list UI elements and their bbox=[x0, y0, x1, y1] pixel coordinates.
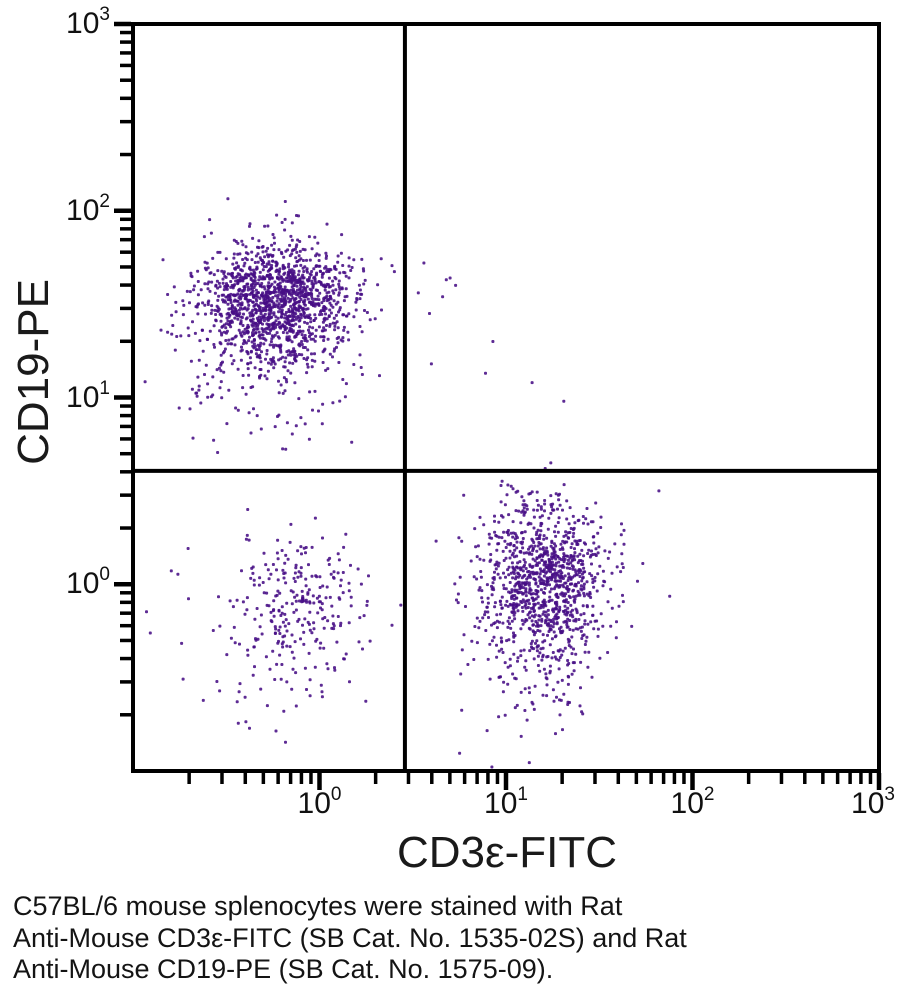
plot-frame bbox=[131, 22, 881, 773]
figure-caption: C57BL/6 mouse splenocytes were stained w… bbox=[13, 891, 687, 986]
caption-line: Anti-Mouse CD19-PE (SB Cat. No. 1575-09)… bbox=[13, 954, 554, 984]
caption-line: C57BL/6 mouse splenocytes were stained w… bbox=[13, 891, 623, 921]
x-tick-label: 100 bbox=[297, 784, 342, 820]
caption-line: Anti-Mouse CD3ε-FITC (SB Cat. No. 1535-0… bbox=[13, 922, 687, 953]
y-axis-title: CD19-PE bbox=[9, 279, 58, 465]
axis-ticks bbox=[114, 21, 882, 790]
y-tick-label: 101 bbox=[66, 377, 110, 414]
y-tick-label: 103 bbox=[66, 4, 110, 40]
y-tick-label: 102 bbox=[66, 190, 110, 227]
x-tick-label: 102 bbox=[670, 784, 715, 820]
quadrant-gates bbox=[131, 22, 881, 773]
x-tick-label: 101 bbox=[484, 784, 528, 820]
scatter-points bbox=[143, 197, 672, 769]
x-axis-title: CD3ε-FITC bbox=[396, 828, 618, 877]
x-tick-label: 103 bbox=[851, 784, 895, 820]
y-tick-label: 100 bbox=[66, 564, 110, 601]
